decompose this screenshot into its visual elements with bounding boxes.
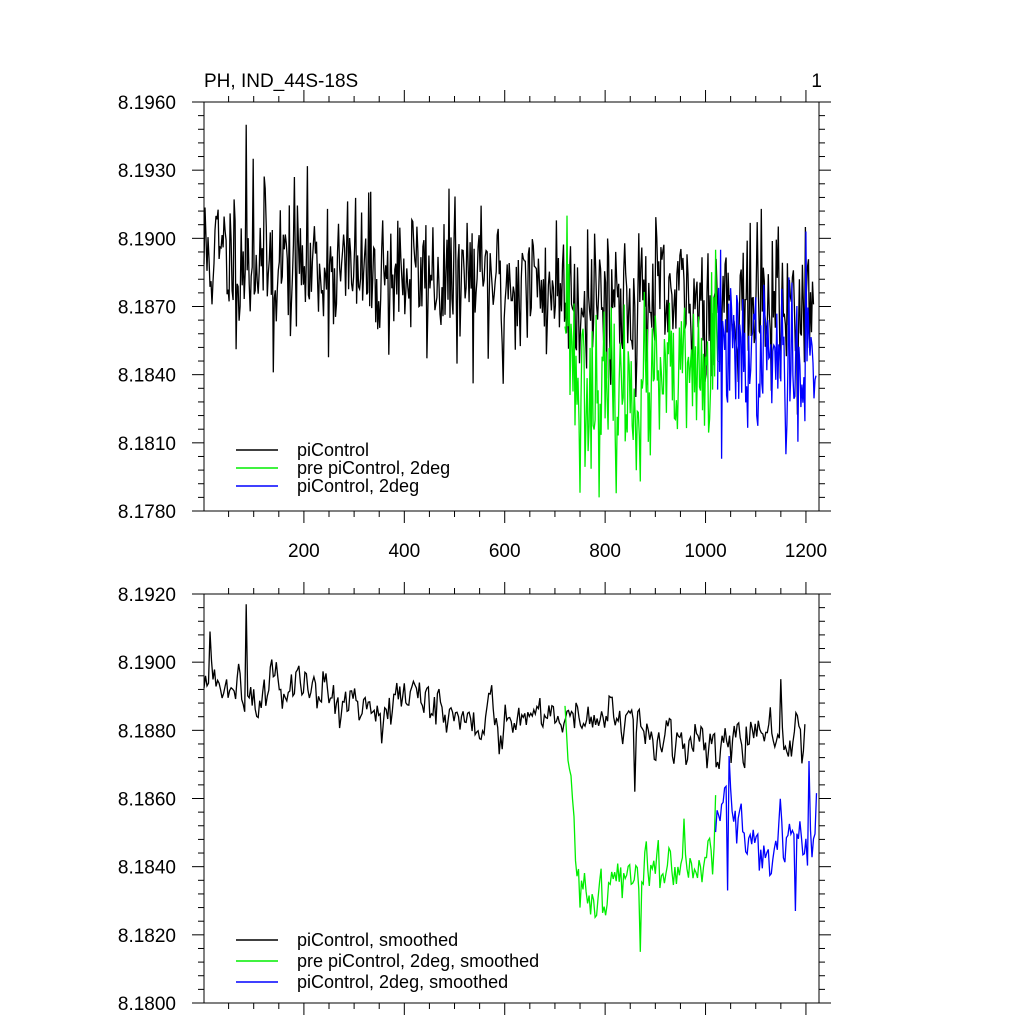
panel-number: 1 bbox=[811, 71, 822, 92]
top-panel: 8.1780 8.1810 8.1840 8.1870 8.1900 8.1930 8.19… bbox=[118, 90, 831, 562]
x-tick-label: 200 bbox=[288, 541, 320, 562]
series-line-2 bbox=[716, 231, 817, 459]
y-tick-label: 8.1900 bbox=[118, 229, 176, 250]
x-tick-label: 800 bbox=[589, 541, 621, 562]
series-line-2 bbox=[714, 755, 818, 912]
y-tick-label: 8.1840 bbox=[118, 858, 176, 879]
legend-label: piControl, smoothed bbox=[297, 930, 458, 950]
y-tick-label: 8.1880 bbox=[118, 721, 176, 742]
series-line-1 bbox=[564, 215, 720, 498]
bottom-panel: 8.1800 8.1820 8.1840 8.1860 8.1880 8.1900 8.19… bbox=[118, 582, 831, 1015]
legend-label: piControl, 2deg, smoothed bbox=[297, 972, 508, 992]
x-tick-label: 1000 bbox=[684, 541, 726, 562]
y-tick-label: 8.1870 bbox=[118, 298, 176, 319]
y-tick-label: 8.1900 bbox=[118, 653, 176, 674]
y-tick-label: 8.1920 bbox=[118, 585, 176, 606]
x-tick-label: 400 bbox=[388, 541, 420, 562]
y-tick-label: 8.1930 bbox=[118, 161, 176, 182]
y-tick-label: 8.1800 bbox=[118, 994, 176, 1015]
y-tick-label: 8.1780 bbox=[118, 502, 176, 523]
series-line-0 bbox=[203, 604, 806, 792]
chart-title: PH, IND_44S-18S bbox=[204, 71, 358, 92]
x-tick-label: 600 bbox=[489, 541, 521, 562]
y-tick-label: 8.1840 bbox=[118, 366, 176, 387]
legend-label: piControl, 2deg bbox=[297, 476, 419, 496]
legend-label: pre piControl, 2deg bbox=[297, 458, 450, 478]
y-tick-label: 8.1820 bbox=[118, 926, 176, 947]
y-tick-label: 8.1960 bbox=[118, 93, 176, 114]
x-tick-label: 1200 bbox=[785, 541, 827, 562]
legend-label: piControl bbox=[297, 440, 369, 460]
y-tick-label: 8.1860 bbox=[118, 790, 176, 811]
series-line-1 bbox=[564, 705, 717, 952]
legend-label: pre piControl, 2deg, smoothed bbox=[297, 951, 539, 971]
y-tick-label: 8.1810 bbox=[118, 434, 176, 455]
